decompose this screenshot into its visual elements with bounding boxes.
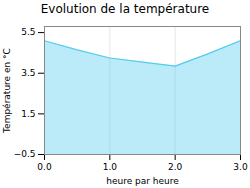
svg-text:0.0: 0.0 (37, 162, 52, 172)
svg-text:−0.5: −0.5 (14, 149, 36, 159)
svg-text:3.5: 3.5 (21, 68, 35, 78)
svg-text:1.5: 1.5 (21, 109, 35, 119)
svg-text:heure par heure: heure par heure (106, 176, 179, 186)
svg-text:5.5: 5.5 (21, 27, 35, 37)
svg-text:Température en °C: Température en °C (2, 48, 12, 134)
svg-text:2.0: 2.0 (168, 162, 183, 172)
svg-text:1.0: 1.0 (103, 162, 118, 172)
html-text:Evolution de la température: Evolution de la température (40, 2, 210, 16)
svg-text:3.0: 3.0 (233, 162, 248, 172)
